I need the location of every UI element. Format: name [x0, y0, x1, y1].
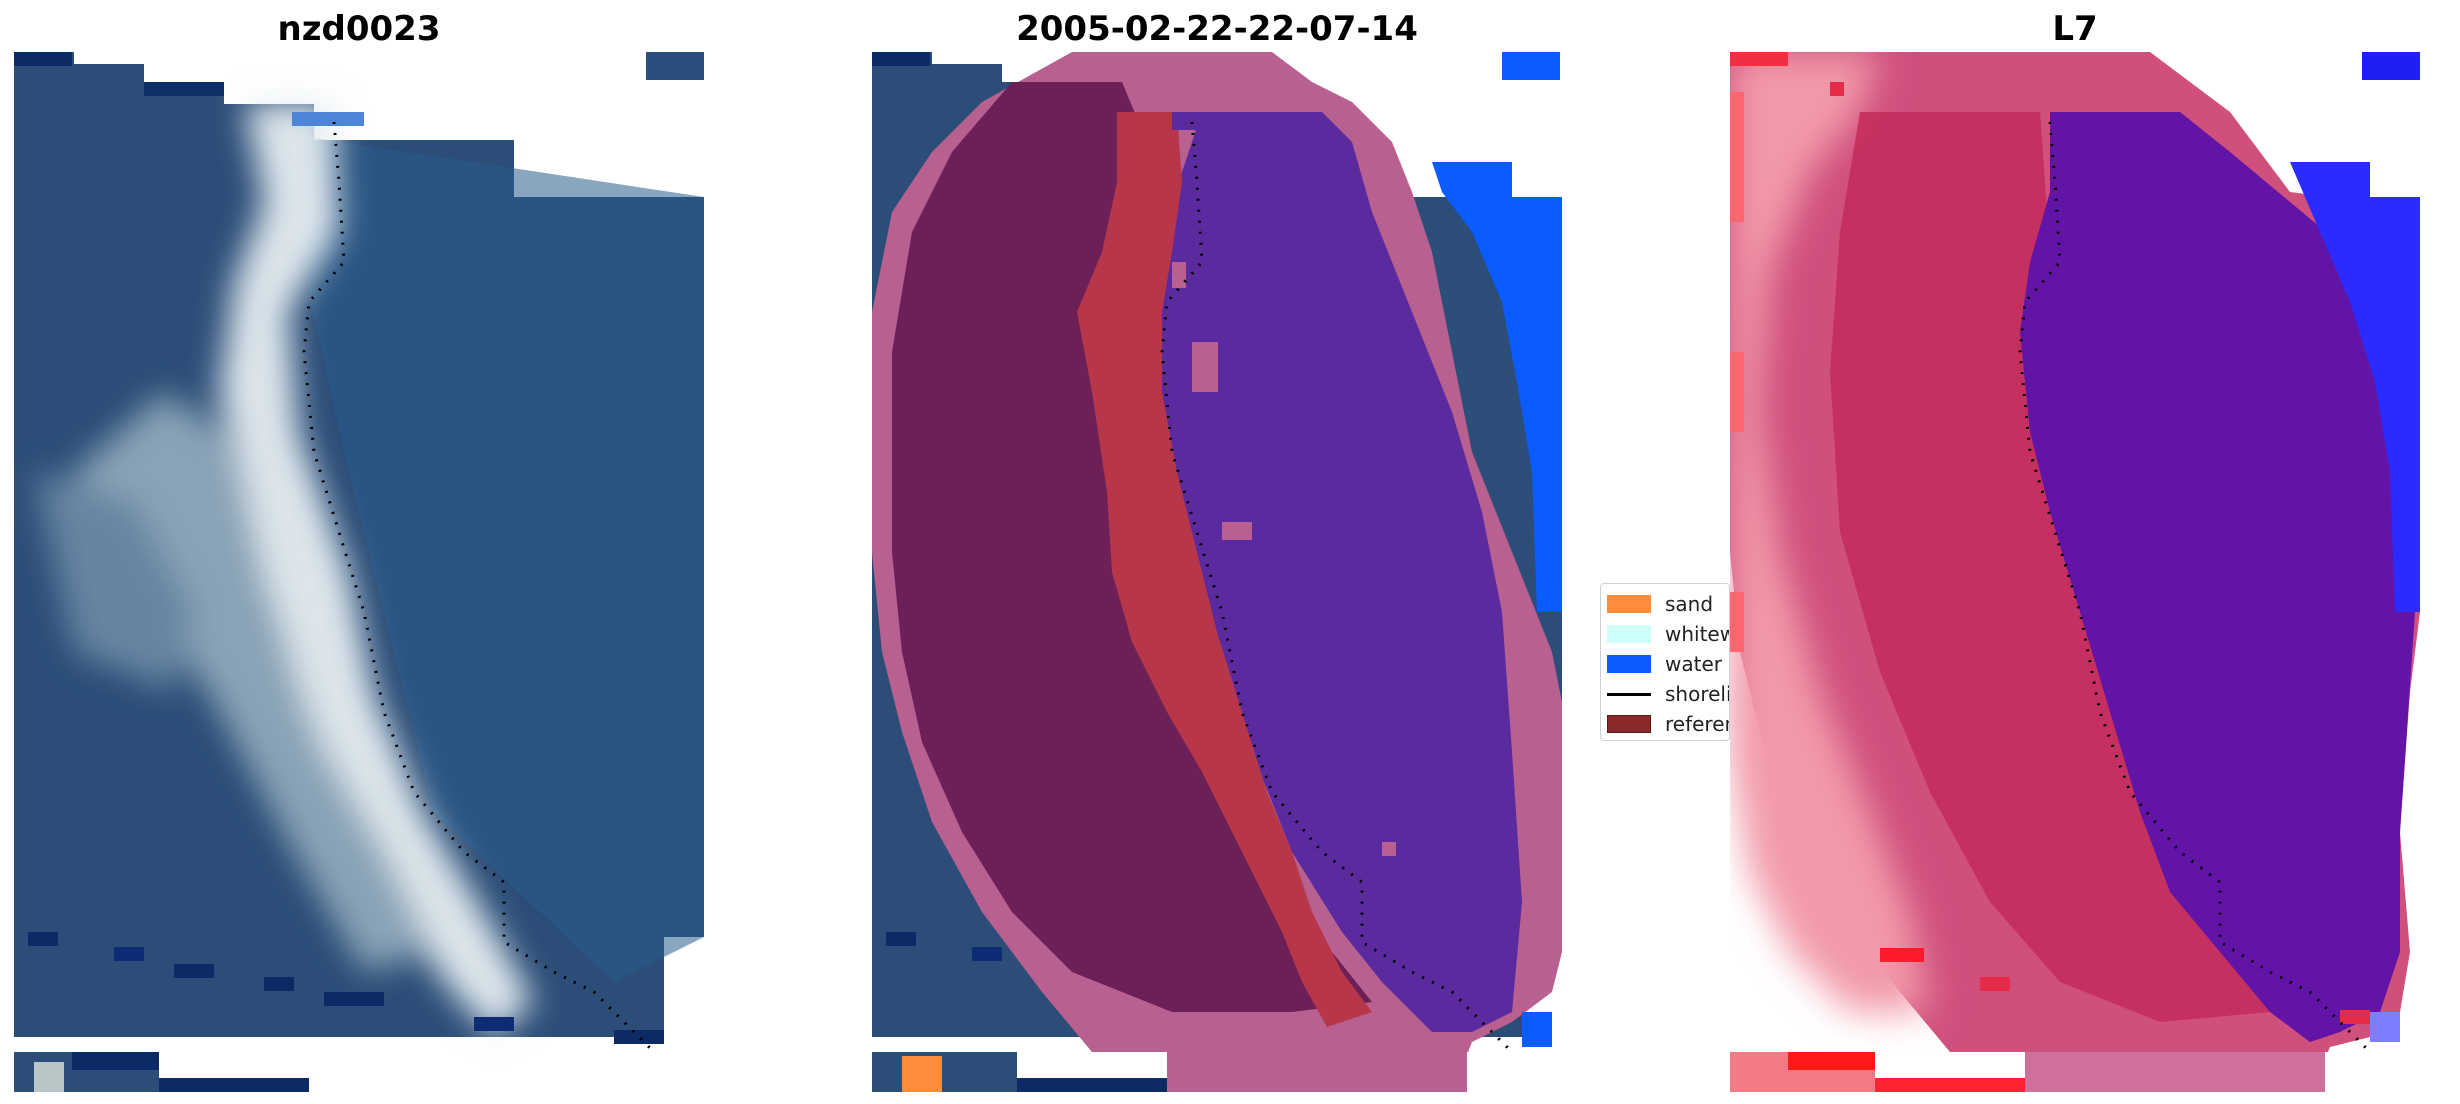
legend-label-water: water — [1665, 652, 1722, 676]
reference-swatch — [1607, 715, 1651, 733]
water-swatch — [1607, 655, 1651, 673]
legend-item-shoreline: shoreline — [1601, 680, 1729, 708]
rgb-image-panel — [14, 52, 704, 1092]
sand-swatch — [1607, 595, 1651, 613]
panel-title-image-id: nzd0023 — [277, 9, 441, 49]
classification-overlay-image — [872, 52, 1562, 1092]
legend-item-sand: sand — [1601, 590, 1729, 618]
legend-label-shoreline: shoreline — [1665, 682, 1729, 706]
panel-title-date: 2005-02-22-22-07-14 — [1016, 9, 1418, 49]
legend-item-reference: reference — [1601, 710, 1729, 738]
l7-index-panel — [1730, 52, 2420, 1092]
l7-index-image — [1730, 52, 2420, 1092]
legend-label-sand: sand — [1665, 592, 1714, 616]
shoreline-line-icon — [1607, 693, 1651, 696]
classification-panel — [872, 52, 1562, 1092]
legend-label-reference: reference — [1665, 712, 1729, 736]
rgb-satellite-image — [14, 52, 704, 1092]
whitewater-swatch — [1607, 625, 1651, 643]
panel-title-satellite: L7 — [2052, 9, 2098, 49]
legend-item-water: water — [1601, 650, 1729, 678]
